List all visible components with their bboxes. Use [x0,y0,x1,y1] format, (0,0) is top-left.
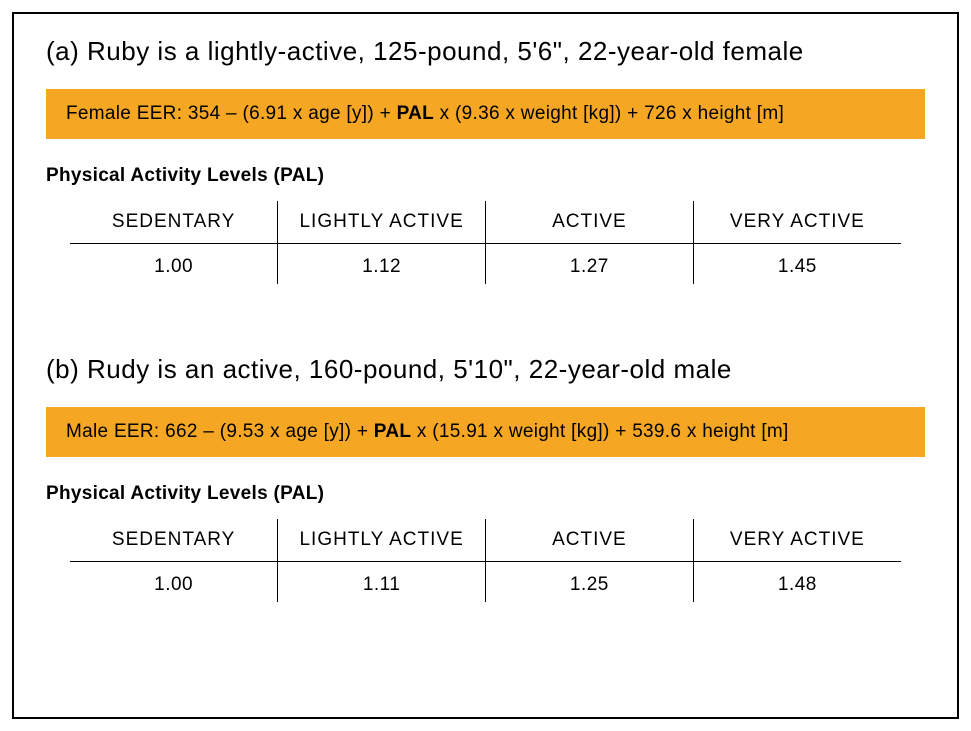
table-header-row: SEDENTARY LIGHTLY ACTIVE ACTIVE VERY ACT… [70,201,901,244]
col-lightly-active: LIGHTLY ACTIVE [278,201,486,244]
content-card: (a) Ruby is a lightly-active, 125-pound,… [12,12,959,719]
val-lightly-active: 1.11 [278,562,486,603]
pal-table-b-wrap: SEDENTARY LIGHTLY ACTIVE ACTIVE VERY ACT… [46,519,925,602]
val-lightly-active: 1.12 [278,244,486,285]
val-sedentary: 1.00 [70,244,278,285]
col-lightly-active: LIGHTLY ACTIVE [278,519,486,562]
col-very-active: VERY ACTIVE [693,519,901,562]
formula-a-suffix: x (9.36 x weight [kg]) + 726 x height [m… [434,103,784,124]
val-sedentary: 1.00 [70,562,278,603]
section-a-title: (a) Ruby is a lightly-active, 125-pound,… [46,36,925,67]
formula-b-prefix: Male EER: 662 – (9.53 x age [y]) + [66,421,374,442]
col-sedentary: SEDENTARY [70,201,278,244]
col-active: ACTIVE [486,201,694,244]
pal-heading-b: Physical Activity Levels (PAL) [46,483,925,505]
col-active: ACTIVE [486,519,694,562]
female-eer-formula: Female EER: 354 – (6.91 x age [y]) + PAL… [46,89,925,139]
formula-a-prefix: Female EER: 354 – (6.91 x age [y]) + [66,103,397,124]
page: (a) Ruby is a lightly-active, 125-pound,… [0,0,971,731]
section-b: (b) Rudy is an active, 160-pound, 5'10",… [46,354,925,602]
formula-a-pal: PAL [397,103,435,124]
table-row: 1.00 1.12 1.27 1.45 [70,244,901,285]
val-very-active: 1.48 [693,562,901,603]
pal-table-a: SEDENTARY LIGHTLY ACTIVE ACTIVE VERY ACT… [70,201,901,284]
col-very-active: VERY ACTIVE [693,201,901,244]
pal-table-a-wrap: SEDENTARY LIGHTLY ACTIVE ACTIVE VERY ACT… [46,201,925,284]
section-a: (a) Ruby is a lightly-active, 125-pound,… [46,36,925,284]
male-eer-formula: Male EER: 662 – (9.53 x age [y]) + PAL x… [46,407,925,457]
formula-b-pal: PAL [374,421,412,442]
table-header-row: SEDENTARY LIGHTLY ACTIVE ACTIVE VERY ACT… [70,519,901,562]
formula-b-suffix: x (15.91 x weight [kg]) + 539.6 x height… [411,421,788,442]
pal-table-b: SEDENTARY LIGHTLY ACTIVE ACTIVE VERY ACT… [70,519,901,602]
val-active: 1.25 [486,562,694,603]
col-sedentary: SEDENTARY [70,519,278,562]
table-row: 1.00 1.11 1.25 1.48 [70,562,901,603]
val-very-active: 1.45 [693,244,901,285]
pal-heading-a: Physical Activity Levels (PAL) [46,165,925,187]
section-b-title: (b) Rudy is an active, 160-pound, 5'10",… [46,354,925,385]
val-active: 1.27 [486,244,694,285]
